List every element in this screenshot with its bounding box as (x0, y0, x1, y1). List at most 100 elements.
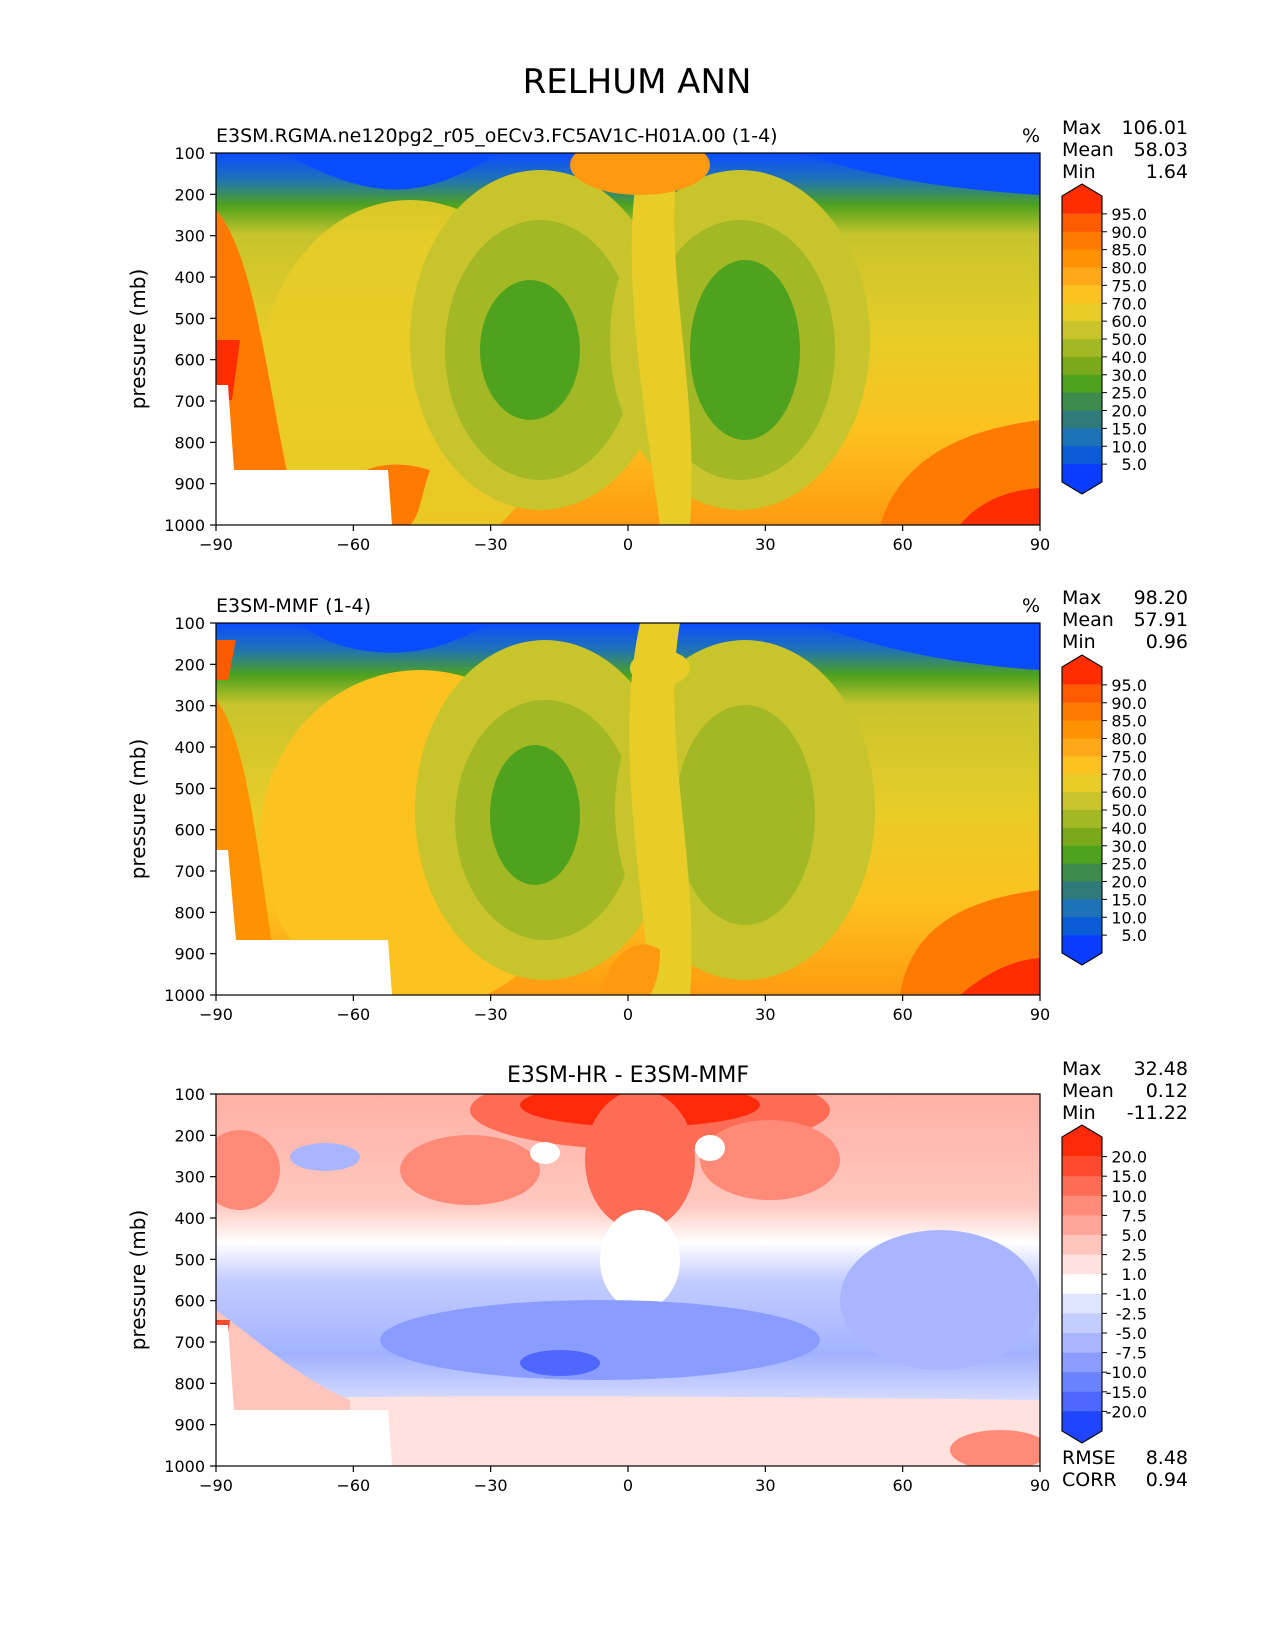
x-tick-label: −60 (336, 535, 370, 554)
colorbar-swatch (1062, 863, 1102, 882)
colorbar-level-label: 10.0 (1111, 437, 1147, 456)
y-tick-label: 800 (174, 903, 205, 922)
colorbar-swatch (1062, 1235, 1102, 1256)
colorbar-level-label: 85.0 (1111, 712, 1147, 731)
colorbar-swatch (1062, 720, 1102, 739)
stat-value: 0.12 (1146, 1080, 1188, 1102)
colorbar-level-label: 25.0 (1111, 855, 1147, 874)
y-tick-label: 1000 (164, 516, 205, 535)
colorbar-level-label: -20.0 (1106, 1402, 1147, 1421)
colorbar-swatch (1062, 899, 1102, 918)
x-tick-label: −30 (474, 535, 508, 554)
y-tick-label: 200 (174, 185, 205, 204)
y-tick-label: 800 (174, 1374, 205, 1393)
axis-ticks-reference: −90 −60 −30 0 30 60 90 100 200 300 400 500 600 700 800… (164, 614, 1050, 1024)
colorbar-swatch (1062, 1215, 1102, 1236)
colorbar-swatch (1062, 1195, 1102, 1216)
colorbar-swatch (1062, 410, 1102, 429)
colorbar-swatch (1062, 1254, 1102, 1275)
stat-label: RMSE (1062, 1447, 1116, 1469)
colorbar-level-label: 50.0 (1111, 330, 1147, 349)
colorbar-swatch (1062, 1352, 1102, 1373)
stat-label: CORR (1062, 1469, 1117, 1491)
axis-ticks-test: −90 −60 −30 0 30 60 90 100 200 300 400 500 600 700 800… (164, 144, 1050, 554)
colorbar-swatch (1062, 464, 1102, 494)
x-tick-label: 90 (1030, 535, 1050, 554)
colorbar-level-label: -15.0 (1106, 1383, 1147, 1402)
colorbar-level-label: -5.0 (1116, 1324, 1147, 1343)
colorbar-swatch (1062, 285, 1102, 304)
stat-value: 106.01 (1122, 117, 1188, 139)
x-tick-label: 30 (755, 1005, 775, 1024)
stat-label: Min (1062, 1102, 1096, 1124)
y-tick-label: 900 (174, 945, 205, 964)
y-tick-label: 700 (174, 862, 205, 881)
y-tick-label: 300 (174, 697, 205, 716)
y-tick-label: 600 (174, 821, 205, 840)
colorbar-level-label: 15.0 (1111, 890, 1147, 909)
panel-reference: E3SM-MMF (1-4) % pressure (mb) Max 98.20… (126, 587, 1188, 1024)
colorbar-swatch (1062, 1313, 1102, 1334)
y-tick-label: 500 (174, 309, 205, 328)
colorbar-swatch (1062, 356, 1102, 376)
colorbar-swatch (1062, 845, 1102, 865)
contour-field-difference (216, 1094, 1040, 1466)
colorbar-swatch (1062, 428, 1102, 447)
colorbar-level-label: 70.0 (1111, 765, 1147, 784)
colorbar-level-label: 95.0 (1111, 205, 1147, 224)
colorbar-swatch (1062, 1156, 1102, 1177)
stats-reference: Max 98.20 Mean 57.91 Min 0.96 (1062, 587, 1188, 653)
x-tick-label: 90 (1030, 1005, 1050, 1024)
colorbar-swatch (1062, 374, 1102, 394)
x-tick-label: −30 (474, 1476, 508, 1495)
x-tick-label: −90 (199, 1476, 233, 1495)
colorbar-swatch (1062, 655, 1102, 685)
colorbar-level-label: 30.0 (1111, 837, 1147, 856)
colorbar-level-label: -1.0 (1116, 1285, 1147, 1304)
colorbar-level-label: 20.0 (1111, 1148, 1147, 1167)
panel-difference: E3SM-HR - E3SM-MMF pressure (mb) Max 32.… (126, 1058, 1188, 1495)
stat-value: 8.48 (1146, 1447, 1188, 1469)
y-tick-label: 100 (174, 614, 205, 633)
stat-value: 0.96 (1146, 631, 1188, 653)
colorbar-swatch (1062, 1125, 1102, 1157)
axis-ticks-difference: −90 −60 −30 0 30 60 90 100 200 300 400 500 600 700 800… (164, 1085, 1050, 1495)
units-label-test: % (1022, 125, 1040, 147)
colorbar-swatch (1062, 1333, 1102, 1354)
colorbar-swatch (1062, 1372, 1102, 1393)
x-tick-label: −30 (474, 1005, 508, 1024)
colorbar-level-label: 1.0 (1122, 1265, 1147, 1284)
stat-label: Max (1062, 1058, 1101, 1080)
colorbar-level-label: 40.0 (1111, 348, 1147, 367)
colorbar-swatch (1062, 881, 1102, 900)
y-tick-label: 300 (174, 1168, 205, 1187)
colorbar-level-label: 80.0 (1111, 730, 1147, 749)
panel-title-difference: E3SM-HR - E3SM-MMF (507, 1063, 749, 1088)
colorbar-level-label: 60.0 (1111, 312, 1147, 331)
colorbar-swatch (1062, 702, 1102, 722)
y-tick-label: 400 (174, 738, 205, 757)
y-tick-label: 300 (174, 227, 205, 246)
stats-difference: Max 32.48 Mean 0.12 Min -11.22 (1062, 1058, 1188, 1124)
stat-value: 1.64 (1146, 161, 1188, 183)
stat-value: 58.03 (1134, 139, 1188, 161)
y-axis-label-difference: pressure (mb) (126, 1210, 150, 1351)
y-tick-label: 1000 (164, 1457, 205, 1476)
colorbar-level-label: 70.0 (1111, 294, 1147, 313)
y-tick-label: 600 (174, 351, 205, 370)
colorbar-level-label: 50.0 (1111, 801, 1147, 820)
x-tick-label: 0 (623, 1476, 633, 1495)
colorbar-swatch (1062, 810, 1102, 829)
y-tick-label: 400 (174, 1209, 205, 1228)
colorbar-level-label: 10.0 (1111, 908, 1147, 927)
stat-label: Min (1062, 631, 1096, 653)
colorbar-level-label: 20.0 (1111, 402, 1147, 421)
figure-title: RELHUM ANN (523, 62, 752, 102)
colorbar-swatch (1062, 1176, 1102, 1197)
y-tick-label: 700 (174, 1333, 205, 1352)
colorbar-test: 95.090.085.080.075.070.060.050.040.030.0… (1061, 183, 1147, 495)
x-tick-label: 30 (755, 1476, 775, 1495)
colorbar-level-label: 90.0 (1111, 223, 1147, 242)
stat-label: Mean (1062, 609, 1114, 631)
